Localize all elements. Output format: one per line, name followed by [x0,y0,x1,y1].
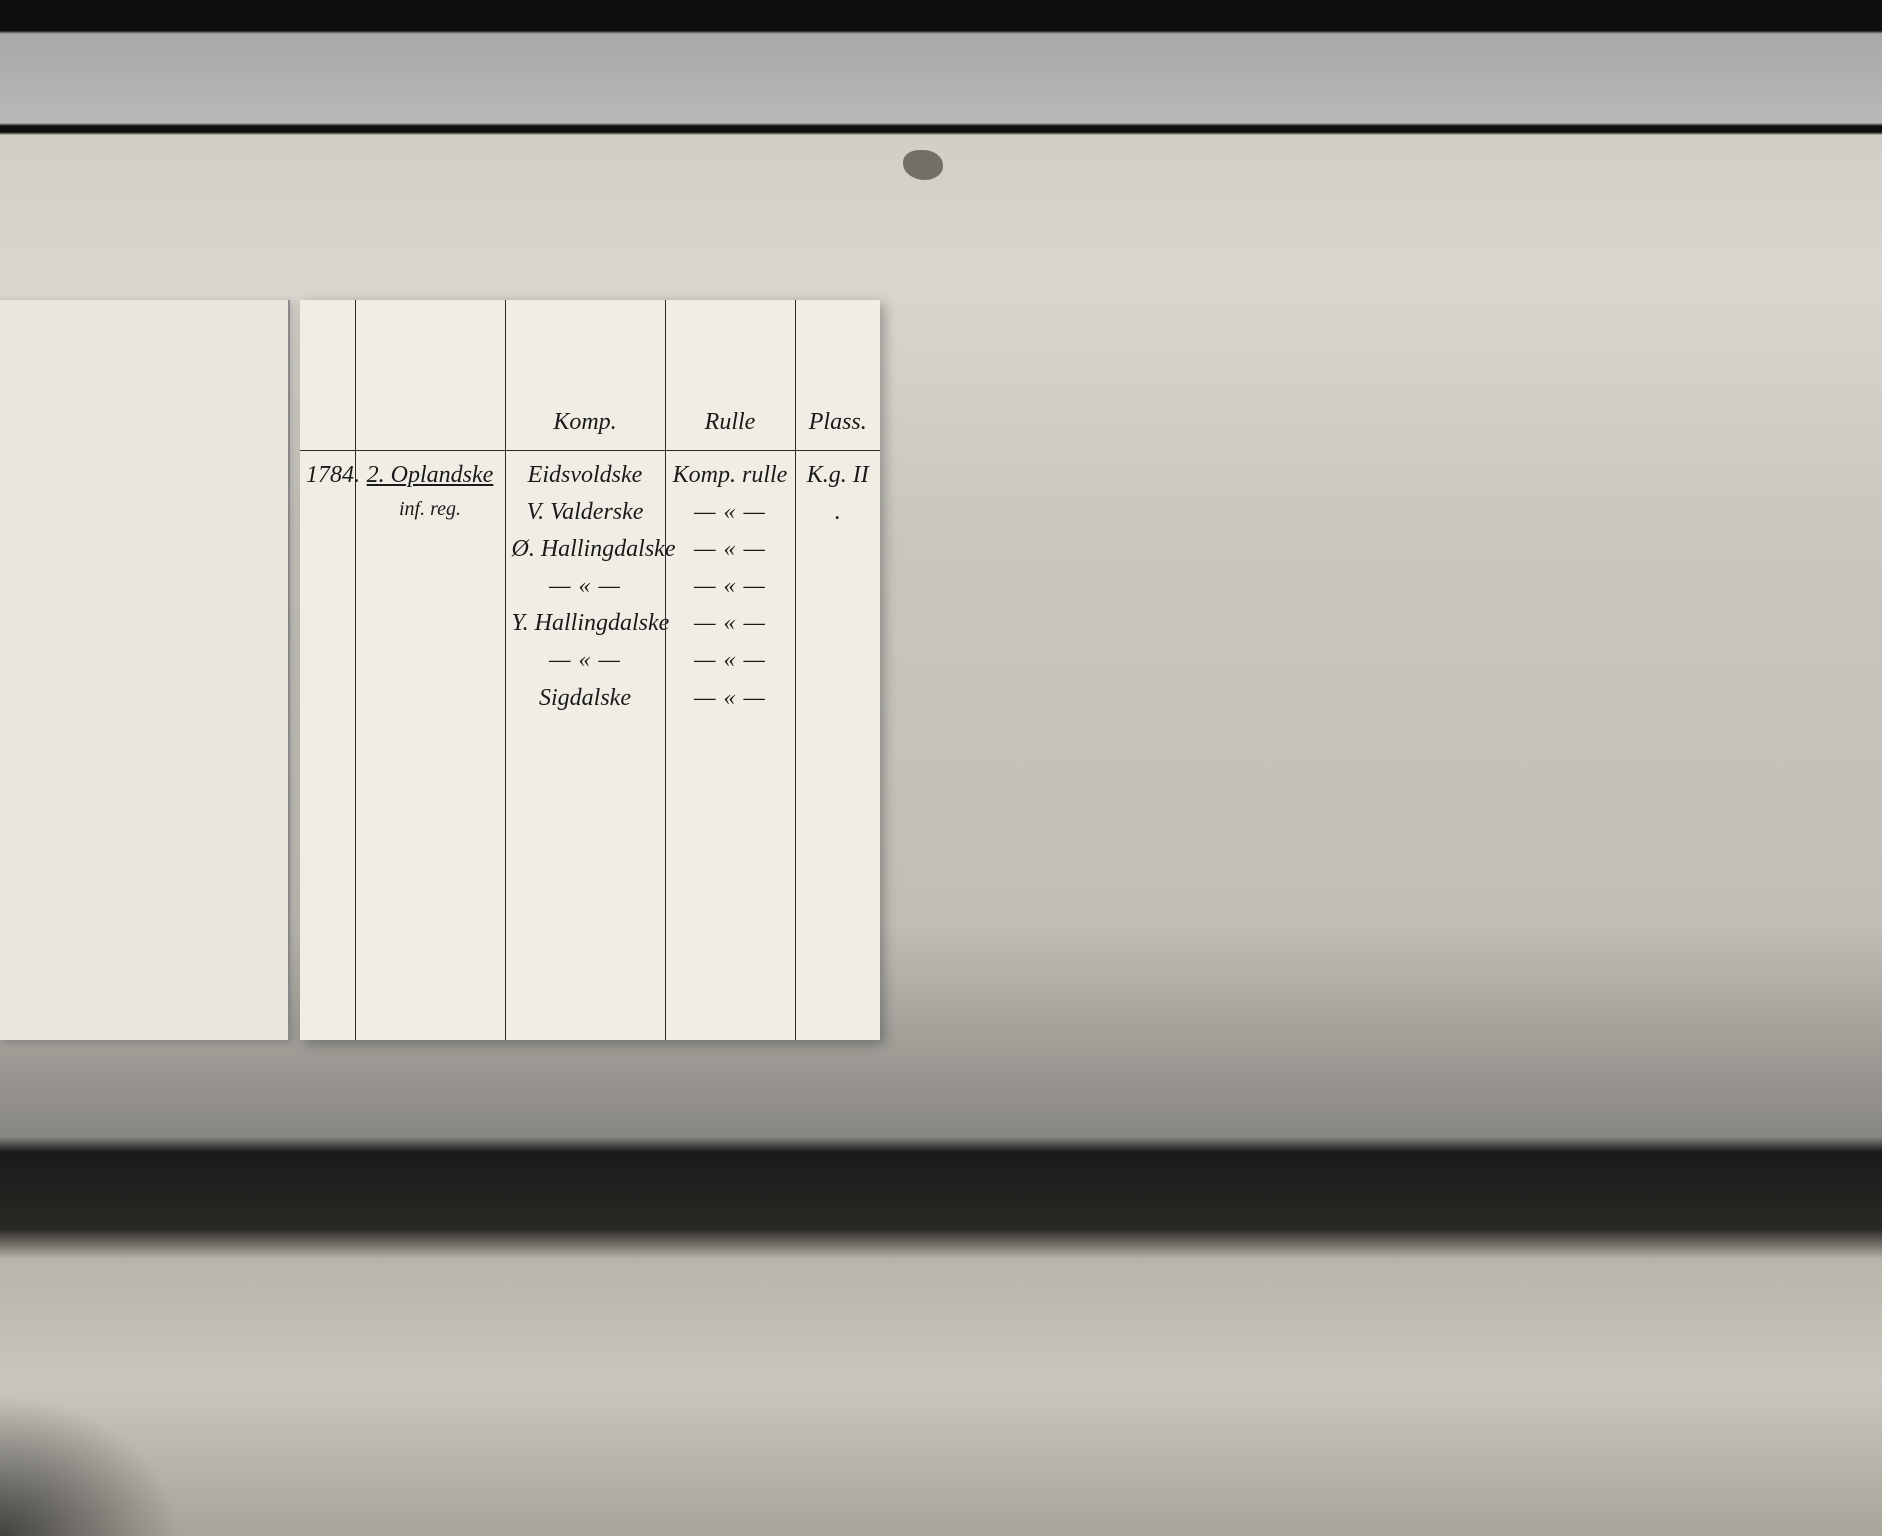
komp-item: Sigdalske [512,680,659,717]
header-year [300,370,355,450]
film-stain [903,150,943,180]
komp-item: — « — [549,568,621,605]
table-spacer-row [300,300,880,370]
header-rulle: Rulle [665,370,795,450]
film-grime-bottom-left [0,1396,180,1536]
rulle-item: Komp. rulle [672,457,789,494]
cell-rulle: Komp. rulle— « —— « —— « —— « —— « —— « … [665,450,795,1040]
cell-unit: 2. Oplandske inf. reg. [355,450,505,1040]
cell-year: 1784. [300,450,355,1040]
rulle-ditto: — « — [694,568,766,605]
rulle-ditto: — « — [694,642,766,679]
rulle-ditto: — « — [694,494,766,531]
cell-plass: K.g. II . [795,450,880,1040]
rulle-ditto: — « — [694,531,766,568]
komp-item: Y. Hallingdalske [512,605,659,642]
komp-item: V. Valderske [512,494,659,531]
left-blank-page [0,300,290,1040]
unit-name: 2. Oplandske [362,457,499,494]
header-komp: Komp. [505,370,665,450]
header-unit [355,370,505,450]
unit-subline: inf. reg. [362,494,499,525]
komp-item: — « — [549,642,621,679]
index-card: Komp. Rulle Plass. 1784. 2. Oplandske in… [300,300,880,1040]
card-table: Komp. Rulle Plass. 1784. 2. Oplandske in… [300,300,880,1040]
table-header-row: Komp. Rulle Plass. [300,370,880,450]
cell-komp: EidsvoldskeV. ValderskeØ. Hallingdalske—… [505,450,665,1040]
komp-item: Ø. Hallingdalske [512,531,659,568]
komp-item: Eidsvoldske [512,457,659,494]
rulle-ditto: — « — [694,605,766,642]
header-plass: Plass. [795,370,880,450]
table-row: 1784. 2. Oplandske inf. reg. Eidsvoldske… [300,450,880,1040]
rulle-ditto: — « — [694,680,766,717]
